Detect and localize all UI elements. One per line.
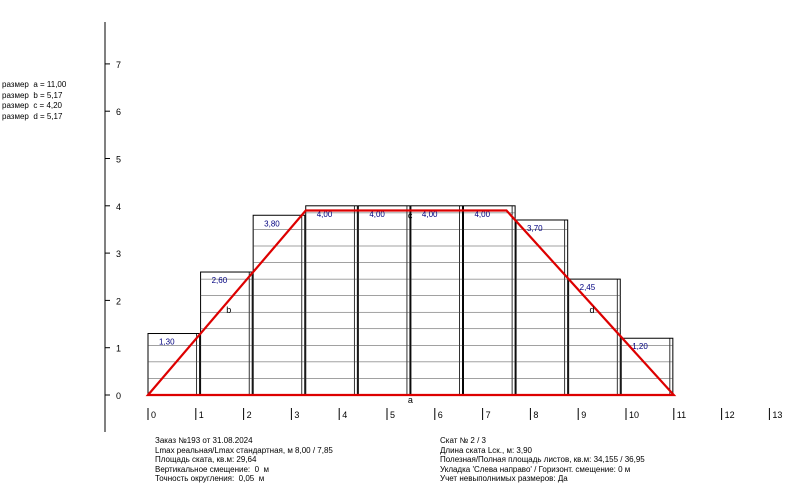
y-tick-label: 3 [116,249,121,259]
sheet-length-label: 1,30 [159,338,175,347]
dimension-c: размер c = 4,20 [2,101,63,110]
sheet-length-label: 2,60 [212,276,228,285]
roof-sheet [410,205,464,396]
slope-length: Длина ската Lск., м: 3,90 [440,445,532,455]
x-tick-label: 7 [486,410,491,420]
sheet-length-label: 4,00 [422,210,438,219]
sheet-length-label: 3,80 [264,219,280,228]
roof-sheet [568,278,621,396]
side-label-b: b [226,305,231,315]
x-tick-label: 2 [247,410,252,420]
sheet-length-label: 4,00 [317,210,333,219]
dimension-b: размер b = 5,17 [2,90,63,100]
slope-number: Скат № 2 / 3 [440,436,486,445]
sheet-length-label: 4,00 [369,210,385,219]
slope-info: Скат № 2 / 3 Длина ската Lск., м: 3,90 П… [440,436,645,484]
x-tick-label: 8 [533,410,538,420]
y-tick-label: 7 [116,60,121,70]
sheet-length-label: 1,20 [632,342,648,351]
roof-sheet [357,205,411,396]
x-tick-label: 4 [342,410,347,420]
x-tick-label: 3 [294,410,299,420]
x-tick-label: 0 [151,410,156,420]
rounding-precision: Точность округления: 0,05 м [155,474,265,484]
y-tick-label: 5 [116,155,121,165]
x-tick-label: 12 [725,410,735,420]
dimension-list: размер a = 11,00 размер b = 5,17 размер … [2,80,66,122]
side-label-c: c [408,211,413,221]
y-tick-label: 4 [116,202,121,212]
x-tick-label: 10 [629,410,639,420]
roof-slope-outline [145,209,677,397]
x-tick-label: 6 [438,410,443,420]
sheet-length-label: 4,00 [474,210,490,219]
slope-area: Площадь ската, кв.м: 29,64 [155,455,257,465]
dimension-d: размер d = 5,17 [2,111,63,121]
vertical-offset: Вертикальное смещение: 0 м [155,464,269,474]
x-tick-label: 13 [772,410,782,420]
lmax-info: Lmax реальная/Lmax стандартная, м 8,00 /… [155,445,333,455]
x-tick-label: 11 [677,410,686,420]
x-tick-label: 5 [390,410,395,420]
dimension-a: размер a = 11,00 [2,80,67,89]
y-tick-label: 0 [116,391,121,401]
x-tick-label: 1 [199,410,204,420]
y-tick-label: 2 [116,296,121,306]
side-label-d: d [590,305,595,315]
laying-direction: Укладка 'Слева направо' / Горизонт. смещ… [440,464,631,474]
x-tick-label: 9 [581,410,586,420]
roof-sheet [200,271,253,396]
order-info: Заказ №193 от 31.08.2024 Lmax реальная/L… [155,436,333,484]
roof-sheet [462,205,516,396]
impossible-sizes: Учет невыполнимых размеров: Да [440,474,568,484]
y-tick-label: 1 [116,344,121,354]
roof-sheet [305,205,358,396]
side-label-a: a [408,395,413,405]
sheets-area: Полезная/Полная площадь листов, кв.м: 34… [440,455,645,465]
y-tick-label: 6 [116,107,121,117]
sheet-length-label: 3,70 [527,224,543,233]
order-number: Заказ №193 от 31.08.2024 [155,436,253,445]
sheet-length-label: 2,45 [580,283,596,292]
